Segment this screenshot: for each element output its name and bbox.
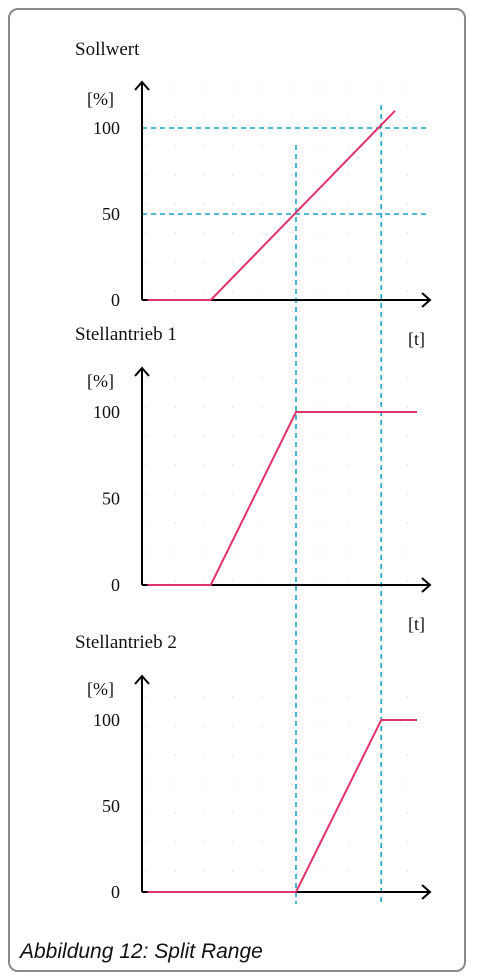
figure-caption: Abbildung 12: Split Range bbox=[20, 940, 263, 963]
y-axis-label-1: [%] bbox=[87, 89, 114, 109]
y-axis-label-3: [%] bbox=[87, 679, 114, 699]
y-tick-label-2-3: 100 bbox=[93, 402, 120, 422]
x-axis-arrow-1 bbox=[421, 292, 432, 308]
panel-title-3: Stellantrieb 2 bbox=[75, 632, 177, 653]
plot-grid-1 bbox=[142, 82, 424, 300]
y-axis-arrow-2 bbox=[134, 366, 150, 377]
plot-grid-2 bbox=[142, 368, 424, 585]
y-tick-label-1-3: 100 bbox=[93, 118, 120, 138]
x-axis-label-3: [t] bbox=[408, 614, 425, 634]
y-axis-label-2: [%] bbox=[87, 371, 114, 391]
plot-grid-3 bbox=[142, 676, 424, 892]
y-tick-label-1-2: 50 bbox=[102, 204, 120, 224]
y-axis-arrow-3 bbox=[134, 674, 150, 685]
series-line-3 bbox=[147, 719, 417, 893]
y-tick-label-3-3: 100 bbox=[93, 710, 120, 730]
y-tick-label-3-2: 50 bbox=[102, 796, 120, 816]
y-axis-arrow-1 bbox=[134, 80, 150, 91]
x-axis-arrow-2 bbox=[421, 577, 432, 593]
y-tick-label-2-1: 0 bbox=[111, 575, 120, 595]
y-tick-label-1-1: 0 bbox=[111, 290, 120, 310]
y-tick-label-2-2: 50 bbox=[102, 489, 120, 509]
panel-title-2: Stellantrieb 1 bbox=[75, 324, 177, 345]
x-axis-arrow-3 bbox=[421, 884, 432, 900]
y-tick-label-3-1: 0 bbox=[111, 882, 120, 902]
x-axis-label-2: [t] bbox=[408, 329, 425, 349]
series-line-2 bbox=[147, 411, 417, 586]
panel-title-1: Sollwert bbox=[75, 39, 140, 60]
